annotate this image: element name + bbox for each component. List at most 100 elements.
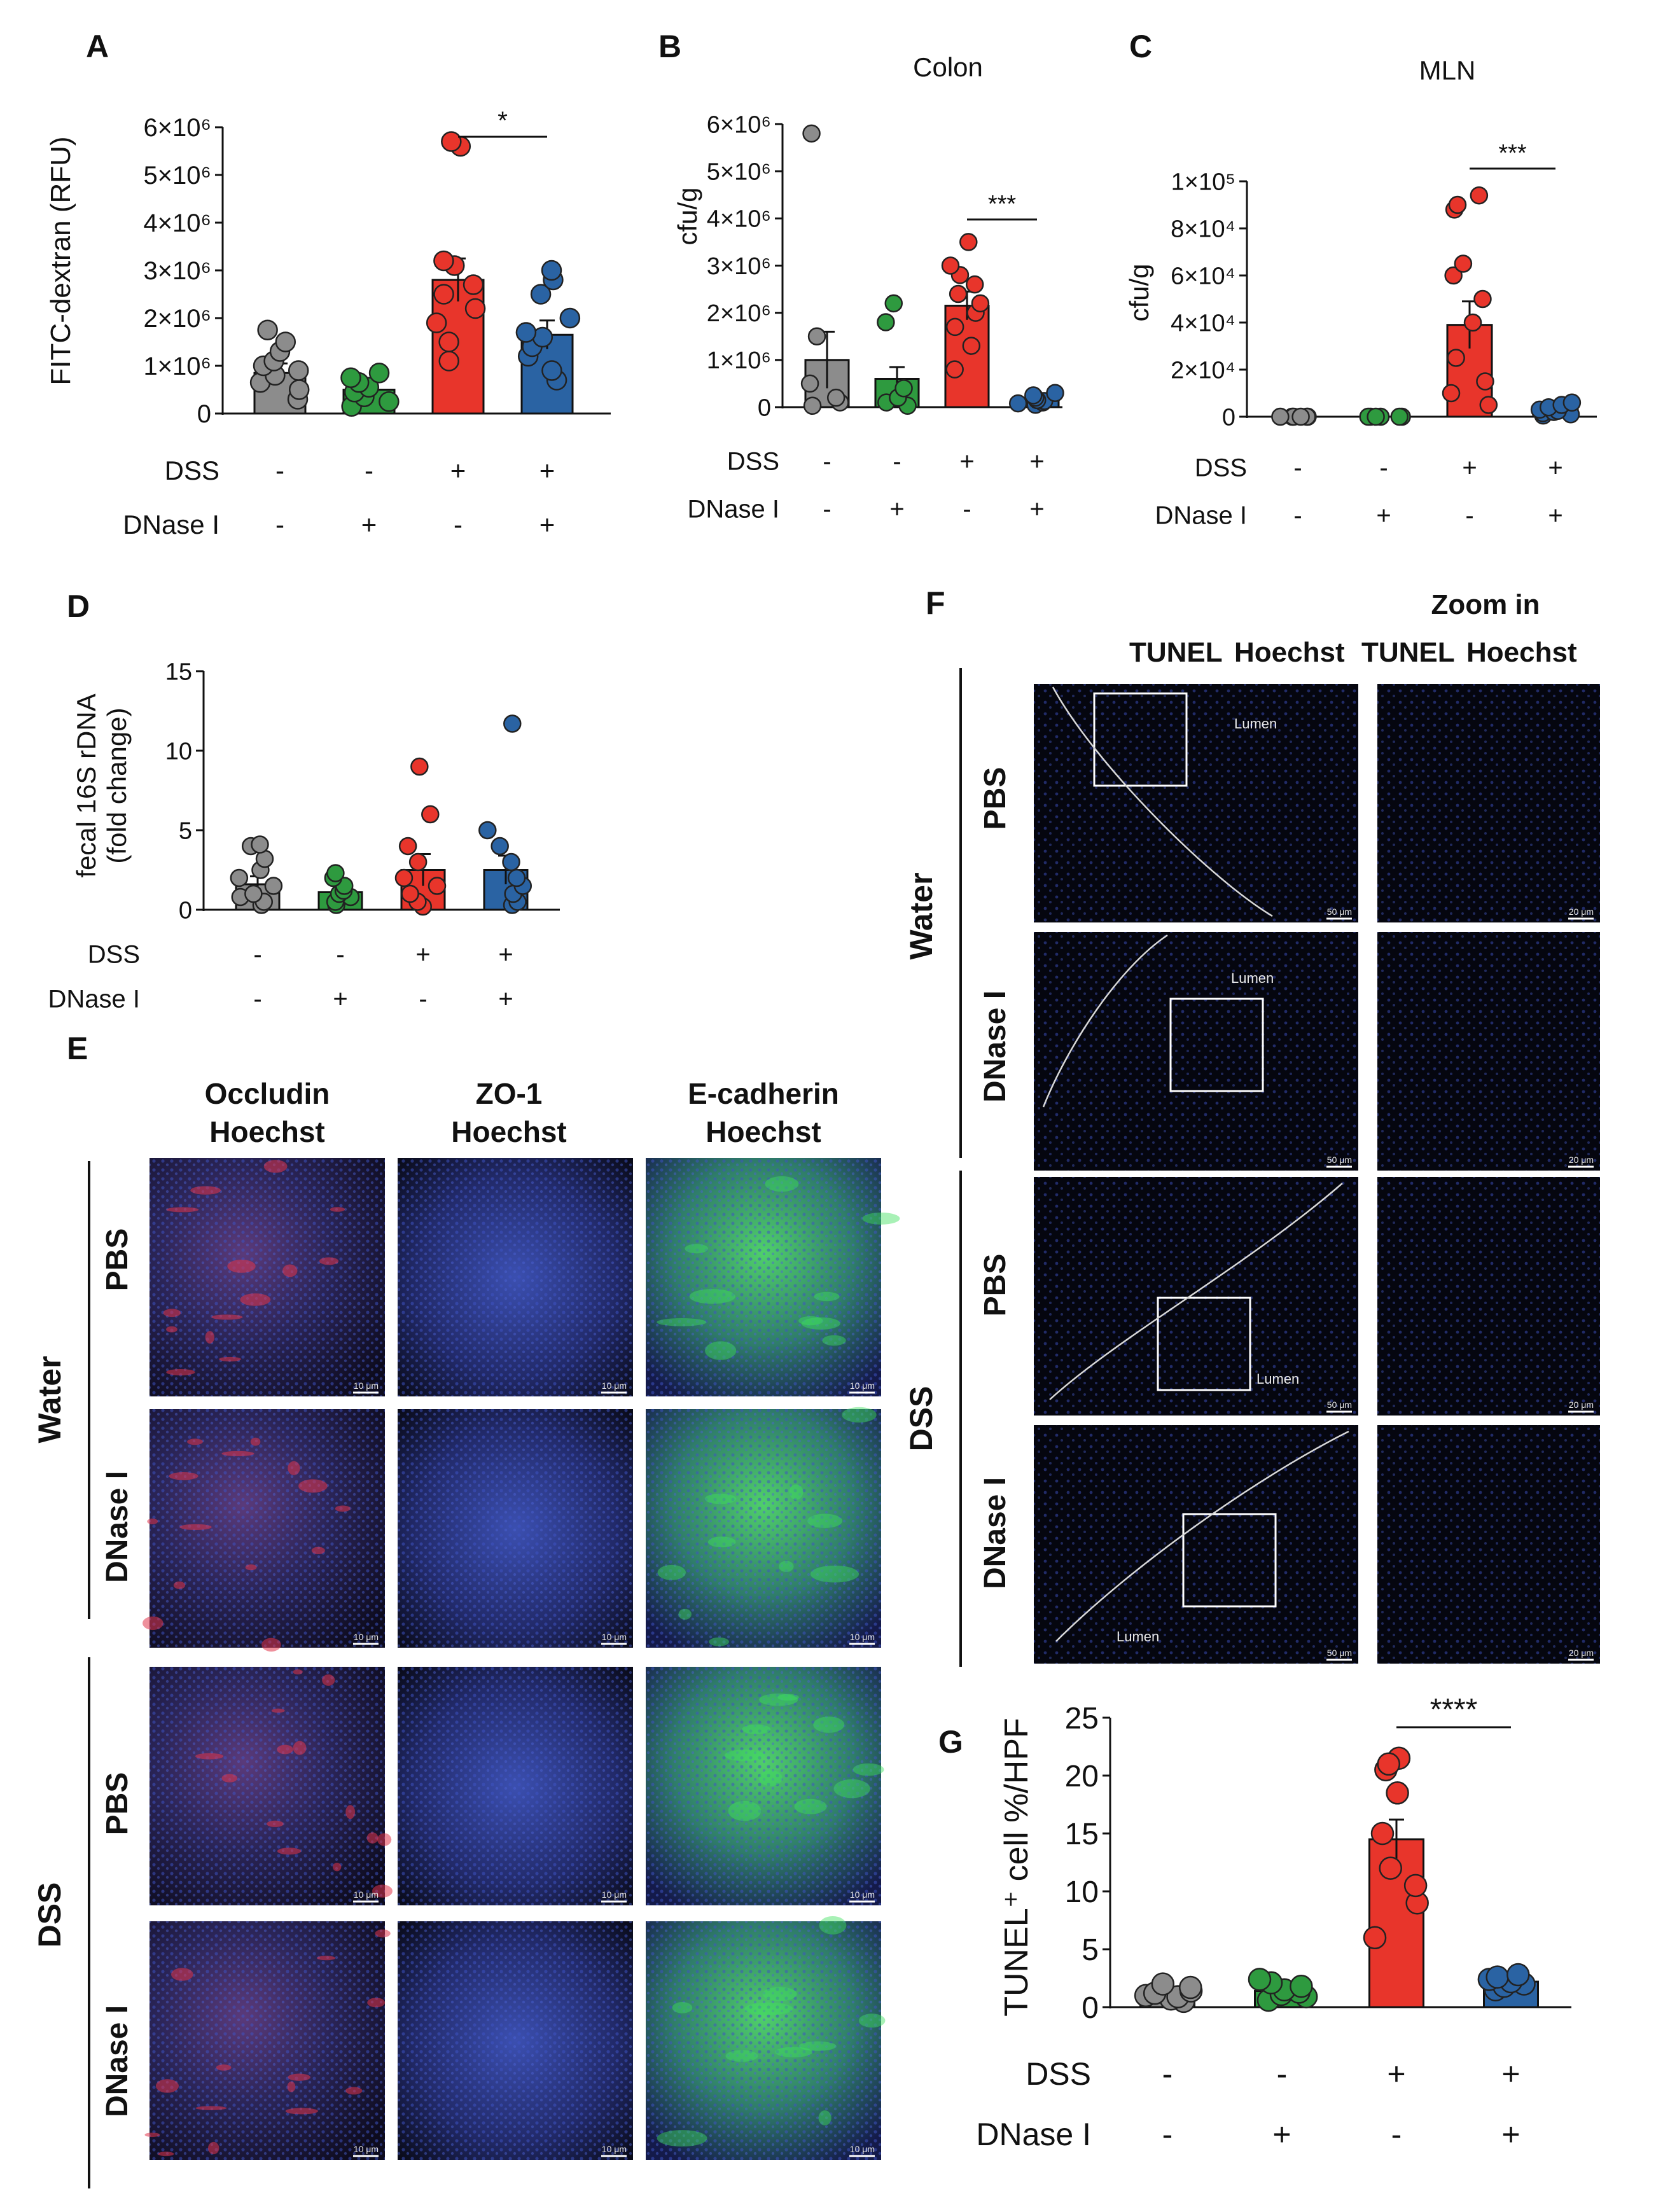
chart-panel-b: 0 1×10⁶ 2×10⁶ 3×10⁶ 4×10⁶ 5×10⁶ 6×10⁶ cfu/g Colo… — [672, 52, 1064, 523]
occludin-signal — [163, 1309, 181, 1318]
f-row-dnase-1: DNase I — [978, 991, 1012, 1103]
occludin-signal — [277, 1744, 293, 1755]
e-image-r2-c2: 10 μm — [398, 1409, 633, 1648]
panel-label-d: D — [67, 588, 90, 624]
y-tick-label: 1×10⁶ — [143, 352, 211, 380]
y-tick-label: 5×10⁶ — [143, 162, 211, 190]
lumen-boundary — [1042, 934, 1168, 1108]
scale-bar-label: 10 μm — [354, 2144, 379, 2154]
e-row-dnase-1: DNase I — [101, 1471, 134, 1583]
data-point — [949, 284, 968, 303]
occludin-signal — [298, 1479, 328, 1493]
y-tick-label: 2×10⁶ — [143, 305, 211, 333]
scale-bar-label: 50 μm — [1327, 1648, 1352, 1658]
green-signal — [678, 1608, 692, 1620]
sign-dnase: - — [1465, 501, 1473, 529]
occludin-signal — [144, 2132, 160, 2138]
occludin-signal — [195, 2106, 227, 2110]
data-point — [945, 360, 964, 379]
data-point — [251, 835, 269, 854]
f-row-pbs-1: PBS — [978, 767, 1012, 830]
f-row-dnase-2: DNase I — [978, 1477, 1012, 1589]
occludin-signal — [282, 1264, 298, 1277]
green-signal — [725, 2050, 758, 2062]
e-image-r3-c1: 10 μm — [150, 1667, 393, 1905]
sign-dnase: + — [539, 510, 555, 539]
occludin-signal — [263, 1160, 288, 1173]
green-signal — [744, 2002, 793, 2015]
data-point — [441, 131, 462, 152]
y-tick-label: 4×10⁶ — [143, 209, 211, 237]
sign-dss: - — [336, 940, 344, 968]
occludin-signal — [261, 1638, 281, 1652]
y-tick-label: 2×10⁴ — [1171, 357, 1235, 384]
f-image-r4-zoom: 20 μm — [1377, 1425, 1600, 1664]
sign-dss: - — [1379, 454, 1388, 482]
nuclei-texture — [150, 1667, 385, 1905]
sign-dss: + — [1387, 2056, 1405, 2092]
e-image-r4-c1: 10 μm — [144, 1921, 391, 2160]
row-label-dnase: DNase I — [123, 510, 219, 539]
f-header-zoom: Zoom in — [1431, 589, 1540, 620]
data-point — [1377, 1752, 1401, 1776]
nuclei-texture — [150, 1921, 385, 2160]
y-axis-label: fecal 16S rDNA — [71, 693, 101, 877]
zoom-box — [1157, 1297, 1251, 1391]
nuclei-texture — [1034, 932, 1358, 1171]
data-point — [559, 307, 581, 329]
f-group-dss: DSS — [903, 1386, 939, 1452]
zoom-box — [1169, 998, 1264, 1092]
occludin-signal — [277, 1847, 302, 1855]
chart-panel-g: 0 5 10 15 20 25 TUNEL⁺ cell %/HPF **** DSS DNase … — [976, 1693, 1571, 2152]
nuclei-texture — [150, 1158, 385, 1396]
f-image-r1-zoom: 20 μm — [1377, 684, 1600, 922]
y-axis-label: FITC-dextran (RFU) — [45, 136, 76, 385]
data-point — [1046, 384, 1064, 402]
nuclei-texture — [1377, 1177, 1600, 1416]
data-point — [826, 388, 845, 407]
e-row-pbs-1: PBS — [101, 1228, 134, 1291]
sign-dnase: - — [454, 510, 463, 539]
green-signal — [862, 1212, 900, 1225]
green-signal — [742, 1724, 771, 1734]
data-point — [877, 313, 895, 331]
e-col1-top: Occludin — [205, 1077, 330, 1110]
data-point — [438, 331, 459, 352]
data-point — [541, 360, 562, 381]
green-signal — [813, 1716, 845, 1733]
occludin-signal — [169, 1472, 198, 1480]
sign-dss: + — [415, 940, 430, 968]
significance-label: *** — [988, 191, 1017, 218]
e-group-water: Water — [32, 1356, 67, 1443]
scale-bar-label: 50 μm — [1327, 1400, 1352, 1410]
data-point — [426, 312, 447, 333]
sign-dnase: + — [333, 985, 347, 1013]
sign-dnase: + — [1029, 495, 1044, 523]
green-signal — [759, 1694, 798, 1706]
data-point — [433, 284, 454, 305]
data-point — [962, 337, 981, 355]
lumen-label: Lumen — [1256, 1371, 1299, 1387]
bar-3 — [944, 305, 990, 408]
chart-title: Colon — [913, 52, 983, 82]
scale-bar-label: 10 μm — [850, 1381, 875, 1391]
y-tick-label: 6×10⁶ — [143, 114, 211, 142]
scale-bar-label: 20 μm — [1569, 1400, 1594, 1410]
data-point — [1486, 1965, 1509, 1989]
nuclei-texture — [646, 1921, 881, 2160]
occludin-signal — [250, 1437, 261, 1446]
lumen-label: Lumen — [1234, 716, 1277, 732]
scale-bar-label: 10 μm — [354, 1889, 379, 1900]
data-point — [230, 868, 249, 887]
occludin-signal — [195, 1753, 224, 1760]
data-point — [800, 374, 819, 393]
scale-bar-label: 20 μm — [1569, 1155, 1594, 1165]
scale-bar-label: 10 μm — [602, 2144, 627, 2154]
green-signal — [707, 1536, 736, 1548]
green-signal — [728, 1800, 762, 1821]
nuclei-texture — [1377, 932, 1600, 1171]
green-signal — [705, 1341, 737, 1360]
sign-dss: - — [1293, 454, 1302, 482]
e-image-r1-c2: 10 μm — [398, 1158, 633, 1396]
occludin-signal — [322, 1674, 335, 1686]
